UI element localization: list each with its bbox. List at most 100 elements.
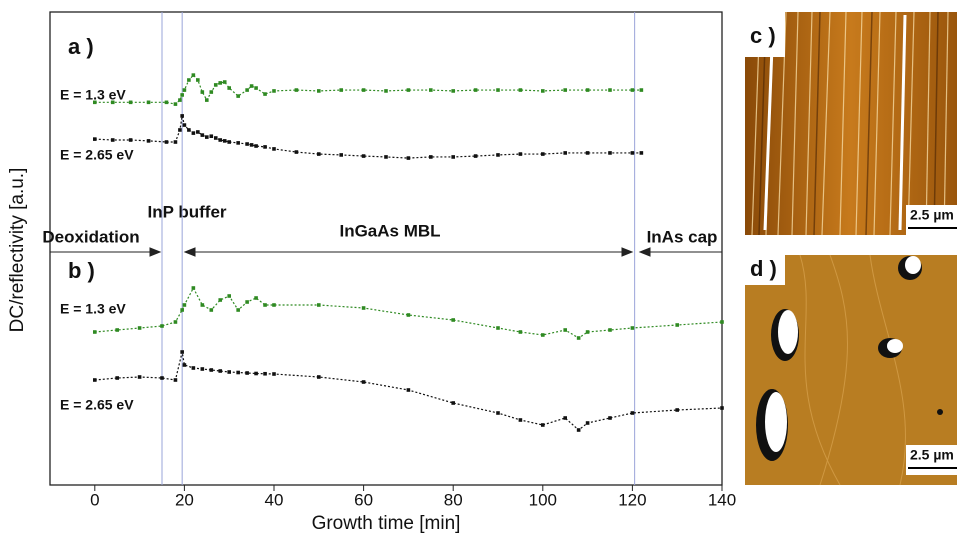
data-point xyxy=(180,114,184,118)
annotation: InAs cap xyxy=(647,227,718,246)
x-axis-label: Growth time [min] xyxy=(312,513,461,534)
data-point xyxy=(361,88,366,92)
data-point xyxy=(563,416,567,420)
data-point xyxy=(178,128,182,132)
data-point xyxy=(451,318,455,322)
data-point xyxy=(196,78,200,82)
data-point xyxy=(608,151,612,155)
data-point xyxy=(406,388,411,392)
data-point xyxy=(541,423,545,427)
data-point xyxy=(245,88,249,92)
data-point xyxy=(585,330,590,334)
data-point xyxy=(518,330,523,334)
data-point xyxy=(272,303,276,307)
data-point xyxy=(209,308,214,312)
data-point xyxy=(245,300,249,304)
data-point xyxy=(213,83,218,87)
data-point xyxy=(496,411,500,415)
data-point xyxy=(213,136,218,140)
data-point xyxy=(576,428,581,432)
data-point xyxy=(294,150,299,154)
data-point xyxy=(563,328,567,332)
data-point xyxy=(406,88,411,92)
data-point xyxy=(236,370,240,375)
data-point xyxy=(496,153,500,157)
data-point xyxy=(541,89,545,93)
series-line xyxy=(94,74,642,105)
data-point xyxy=(173,140,178,144)
data-point xyxy=(317,89,321,93)
data-point xyxy=(187,128,191,132)
scale-bar-label: 2.5 µm xyxy=(910,447,954,463)
data-point xyxy=(128,138,133,142)
data-point xyxy=(93,100,97,105)
data-point xyxy=(361,380,366,384)
data-point xyxy=(263,371,267,376)
data-point xyxy=(180,350,184,354)
data-point xyxy=(585,88,590,92)
x-tick-label: 40 xyxy=(265,490,284,509)
data-point xyxy=(608,416,612,420)
data-point xyxy=(182,123,187,127)
data-point xyxy=(209,90,214,94)
data-point xyxy=(639,151,644,155)
series-line xyxy=(94,115,642,159)
data-point xyxy=(128,100,133,105)
data-point xyxy=(218,369,223,373)
data-point xyxy=(272,372,276,376)
data-point xyxy=(272,89,276,93)
data-point xyxy=(339,153,343,157)
data-point xyxy=(173,102,178,106)
data-point xyxy=(675,323,679,327)
data-point xyxy=(110,100,115,105)
data-point xyxy=(196,130,200,134)
data-point xyxy=(93,330,97,334)
data-point xyxy=(272,147,276,151)
data-point xyxy=(384,155,388,159)
data-point xyxy=(429,155,433,159)
data-point xyxy=(218,298,223,302)
scale-bar-label: 2.5 µm xyxy=(910,207,954,223)
data-point xyxy=(173,320,178,324)
data-point xyxy=(209,368,214,372)
data-point xyxy=(294,88,299,92)
annotation: InP buffer xyxy=(147,202,226,221)
data-point xyxy=(429,88,433,92)
data-point xyxy=(406,313,411,317)
panel-label: d ) xyxy=(750,256,777,281)
phase-arrows xyxy=(50,247,722,257)
data-point xyxy=(384,89,388,93)
data-point xyxy=(263,92,267,96)
data-point xyxy=(518,88,523,92)
data-point xyxy=(339,88,343,92)
data-point xyxy=(518,152,523,156)
x-tick-label: 140 xyxy=(708,490,736,509)
data-point xyxy=(496,88,500,92)
data-point xyxy=(639,88,644,92)
series-line xyxy=(94,286,723,339)
data-point xyxy=(205,135,209,139)
data-point xyxy=(227,140,231,144)
data-point xyxy=(254,144,258,148)
data-point xyxy=(178,98,182,102)
data-point xyxy=(249,143,254,147)
annotation: Deoxidation xyxy=(42,227,139,246)
data-point xyxy=(720,406,724,410)
data-point xyxy=(608,328,612,332)
x-tick-label: 120 xyxy=(618,490,646,509)
afm-image-d xyxy=(745,254,957,486)
data-point xyxy=(541,333,545,337)
data-point xyxy=(317,303,321,307)
data-point xyxy=(675,408,679,412)
data-point xyxy=(146,100,151,105)
data-point xyxy=(93,378,97,382)
data-point xyxy=(630,88,635,92)
data-point xyxy=(137,326,142,330)
data-point xyxy=(137,375,142,379)
data-point xyxy=(93,137,97,141)
data-point xyxy=(200,367,205,371)
data-point xyxy=(164,100,169,105)
data-point xyxy=(218,138,223,142)
panel-label: a ) xyxy=(68,34,94,59)
